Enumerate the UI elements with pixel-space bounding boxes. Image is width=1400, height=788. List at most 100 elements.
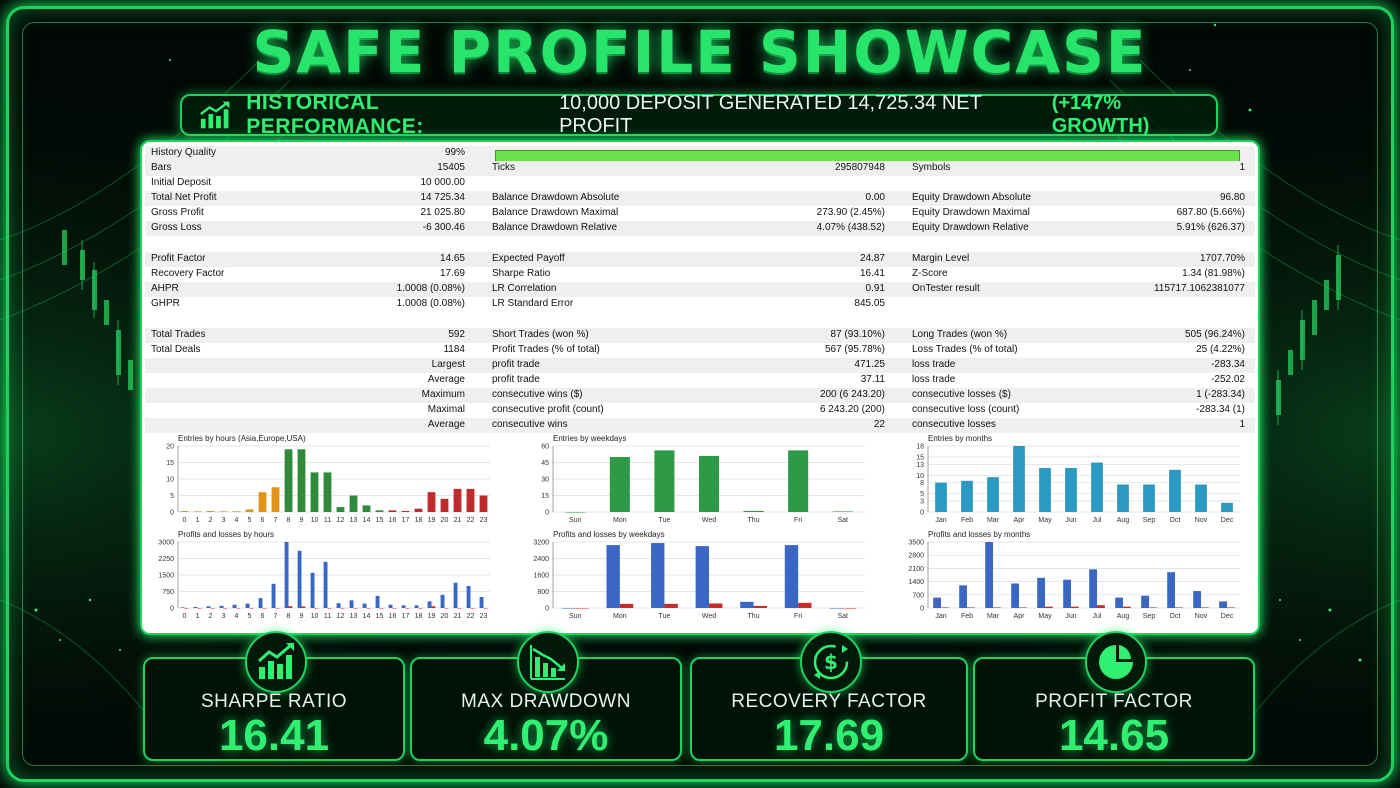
report-row: Initial Deposit 10 000.00: [145, 176, 1255, 191]
chart-title: Profits and losses by weekdays: [553, 530, 665, 539]
report-label: Balance Drawdown Absolute: [492, 192, 620, 203]
report-row: Recovery Factor 17.69 Sharpe Ratio 16.41 Z-S…: [145, 267, 1255, 282]
x-tick-label: Sep: [1143, 517, 1156, 524]
chart-bar: [1201, 607, 1209, 608]
chart-bar: [349, 600, 354, 608]
chart-bar: [193, 606, 198, 608]
report-value: 1: [1239, 419, 1245, 430]
report-row: [145, 236, 1255, 251]
chart-bar: [933, 597, 941, 608]
report-label: Equity Drawdown Relative: [912, 222, 1029, 233]
x-tick-label: Mar: [987, 517, 1000, 524]
chart-bar: [842, 608, 857, 609]
chart-bar: [1071, 606, 1079, 608]
y-tick-label: 750: [162, 589, 174, 596]
x-tick-label: 15: [376, 517, 384, 524]
inner-frame: [22, 22, 1378, 766]
x-tick-label: 20: [441, 517, 449, 524]
report-value: 1.0008 (0.08%): [396, 283, 465, 294]
report-label: Long Trades (won %): [912, 329, 1008, 340]
chart-svg: Profits and losses by hours0750150022503…: [158, 530, 490, 620]
chart-bar: [314, 608, 319, 609]
x-tick-label: Apr: [1014, 613, 1026, 620]
x-tick-label: 3: [222, 613, 226, 620]
chart-bar: [388, 604, 393, 608]
x-tick-label: 13: [350, 613, 358, 620]
chart-bar: [297, 449, 306, 512]
chart-bar: [740, 601, 754, 608]
chart-bar: [654, 450, 675, 512]
chart-title: Entries by hours (Asia,Europe,USA): [178, 434, 306, 443]
report-value: 25 (4.22%): [1196, 344, 1245, 355]
chart-bar: [985, 542, 993, 608]
x-tick-label: 11: [324, 517, 331, 524]
y-tick-label: 20: [166, 444, 174, 451]
chart-svg: Entries by hours (Asia,Europe,USA)051015…: [166, 434, 490, 524]
chart-bar: [245, 509, 254, 512]
x-tick-label: May: [1038, 613, 1052, 620]
x-tick-label: Fri: [794, 517, 803, 524]
report-label: Ticks: [492, 162, 515, 173]
chart-bar: [297, 550, 302, 608]
metric-title: PROFIT FACTOR: [1035, 691, 1193, 712]
x-tick-label: Jun: [1065, 517, 1076, 524]
report-value: 4.07% (438.52): [816, 222, 885, 233]
report-row: [145, 312, 1255, 327]
metric-card: MAX DRAWDOWN 4.07%: [410, 631, 682, 761]
x-tick-label: 21: [454, 517, 462, 524]
chart-bar: [1089, 569, 1097, 608]
chart-bar: [466, 488, 475, 512]
chart-bar: [1011, 583, 1019, 608]
metric-title: MAX DRAWDOWN: [461, 691, 631, 712]
report-row: Average consecutive wins 22 consecutive los…: [145, 418, 1255, 433]
report-row: GHPR 1.0008 (0.08%) LR Standard Error 845.0…: [145, 297, 1255, 312]
chart-bar: [262, 608, 267, 609]
report-label: loss trade: [912, 374, 956, 385]
chart-bar: [301, 606, 306, 608]
x-tick-label: Wed: [702, 613, 716, 620]
report-value: 10 000.00: [420, 177, 466, 188]
y-tick-label: 10: [166, 477, 174, 484]
report-label: LR Correlation: [492, 283, 557, 294]
report-label: Total Trades: [151, 329, 206, 340]
report-label: Gross Loss: [151, 222, 202, 233]
chart-bar: [1039, 468, 1051, 512]
x-tick-label: 1: [196, 613, 200, 620]
report-value: 5.91% (626.37): [1176, 222, 1245, 233]
x-tick-label: 10: [311, 517, 319, 524]
chart-bar: [336, 603, 341, 608]
chart-bar: [695, 546, 709, 608]
chart-bar: [1065, 468, 1077, 512]
chart-bar: [193, 511, 202, 512]
chart-bar: [651, 543, 665, 608]
chart-bar: [327, 608, 332, 609]
chart-bar: [427, 601, 432, 608]
x-tick-label: Sat: [837, 613, 848, 620]
y-tick-label: 5: [920, 491, 924, 498]
report-row: Maximum consecutive wins ($) 200 (6 243.20…: [145, 388, 1255, 403]
chart-bar: [245, 603, 250, 608]
x-tick-label: 8: [287, 613, 291, 620]
report-row: Total Net Profit 14 725.34 Balance Drawdow…: [145, 191, 1255, 206]
chart-svg: Entries by weekdays 0 15 30 45 60 Sun Mon Tue Wed…: [541, 434, 865, 524]
x-tick-label: Fri: [794, 613, 803, 620]
report-value: 505 (96.24%): [1184, 329, 1245, 340]
x-tick-label: Tue: [659, 517, 671, 524]
y-tick-label: 8: [920, 480, 924, 487]
report-label: Balance Drawdown Maximal: [492, 207, 619, 218]
y-tick-label: 0: [920, 606, 924, 613]
chart-bar: [479, 597, 484, 608]
x-tick-label: 2: [209, 613, 213, 620]
report-value: Largest: [431, 359, 465, 370]
metric-card: $ RECOVERY FACTOR 17.69: [690, 631, 968, 761]
chart-bar: [565, 512, 586, 513]
report-value: 115717.1062381077: [1153, 283, 1245, 294]
report-label: consecutive wins: [492, 419, 568, 430]
chart-bar: [440, 498, 449, 512]
chart-bar: [609, 457, 630, 512]
y-tick-label: 15: [916, 455, 924, 462]
metric-card: PROFIT FACTOR 14.65: [973, 631, 1255, 761]
x-tick-label: 6: [261, 517, 265, 524]
report-value: 1.0008 (0.08%): [396, 298, 465, 309]
